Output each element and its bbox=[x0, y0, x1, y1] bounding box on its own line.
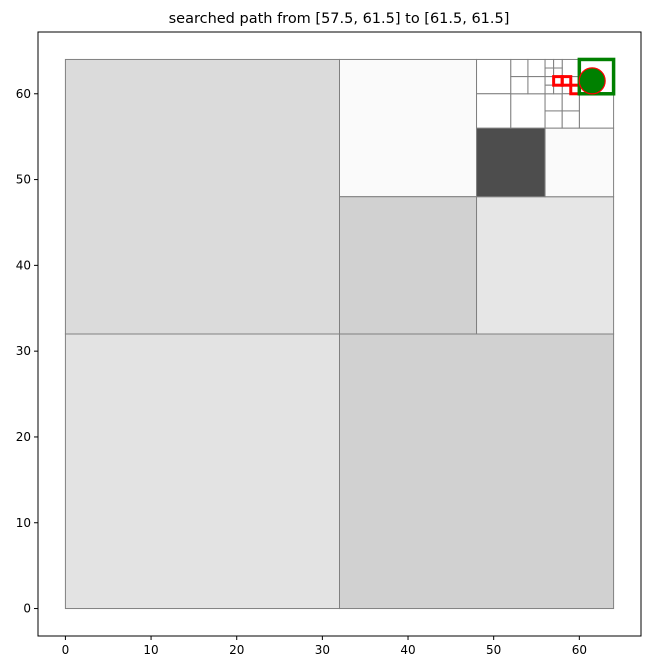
x-tick-label: 10 bbox=[143, 643, 158, 657]
y-tick-label: 50 bbox=[16, 173, 31, 187]
quadtree-cell bbox=[527, 76, 546, 95]
chart-title: searched path from [57.5, 61.5] to [61.5… bbox=[169, 11, 510, 27]
x-tick-label: 0 bbox=[62, 643, 70, 657]
y-tick-label: 30 bbox=[16, 344, 31, 358]
quadtree-cell bbox=[339, 196, 478, 335]
quadtree-cell bbox=[544, 93, 563, 112]
x-tick-label: 50 bbox=[486, 643, 501, 657]
quadtree-cell bbox=[553, 58, 563, 69]
quadtree-cell bbox=[544, 127, 615, 198]
goal-marker bbox=[578, 67, 606, 95]
axes-frame bbox=[37, 31, 642, 637]
y-axis-ticks: 0 10 20 30 40 50 60 bbox=[16, 87, 38, 616]
quadtree-cell bbox=[578, 93, 615, 129]
quadtree-cell bbox=[510, 58, 529, 78]
cells-layer bbox=[64, 58, 615, 610]
y-tick-label: 10 bbox=[16, 516, 31, 530]
quadtree-cell bbox=[561, 93, 580, 112]
path-cell bbox=[560, 75, 573, 87]
quadtree-cell bbox=[476, 93, 512, 129]
y-tick-label: 20 bbox=[16, 430, 31, 444]
quadtree-cell bbox=[339, 58, 478, 198]
y-tick-label: 0 bbox=[23, 602, 31, 616]
quadtree-cell bbox=[476, 58, 512, 95]
y-tick-label: 60 bbox=[16, 87, 31, 101]
x-tick-label: 60 bbox=[572, 643, 587, 657]
quadtree-cell bbox=[510, 93, 546, 129]
x-tick-label: 30 bbox=[315, 643, 330, 657]
goal-layer bbox=[577, 57, 616, 96]
quadtree-cell bbox=[510, 76, 529, 95]
quadtree-cell bbox=[527, 58, 546, 78]
quadtree-cell bbox=[544, 58, 555, 69]
y-tick-label: 40 bbox=[16, 258, 31, 272]
quadtree-cell bbox=[339, 333, 615, 610]
quadtree-cell bbox=[561, 110, 580, 129]
quadtree-cell bbox=[544, 110, 563, 129]
quadtree-cell bbox=[64, 333, 340, 610]
quadtree-cell bbox=[476, 196, 615, 335]
x-axis-ticks: 0 10 20 30 40 50 60 bbox=[62, 636, 587, 657]
quadtree-cell bbox=[476, 127, 546, 198]
quadtree-cell bbox=[561, 58, 580, 78]
quadtree-cell bbox=[64, 58, 340, 335]
x-tick-label: 40 bbox=[400, 643, 415, 657]
x-tick-label: 20 bbox=[229, 643, 244, 657]
